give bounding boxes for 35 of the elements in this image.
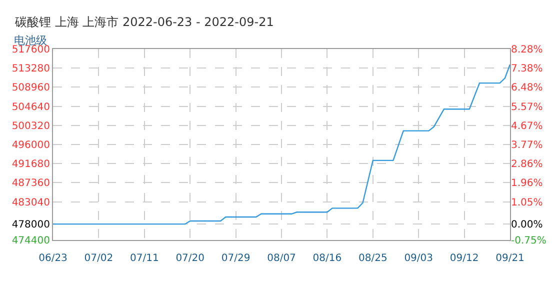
y-tick-label: 517600	[12, 44, 50, 56]
x-tick-label: 09/03	[404, 253, 434, 264]
y-tick-label: 500320	[12, 120, 50, 132]
y2-tick-label: 3.77%	[511, 140, 543, 151]
y-tick-label: 487360	[12, 178, 50, 190]
x-tick-label: 08/07	[267, 253, 296, 264]
y2-tick-label: 5.57%	[511, 102, 543, 113]
y-tick-label: 496000	[12, 140, 50, 151]
y2-tick-label: 1.05%	[511, 197, 543, 208]
x-tick-label: 07/20	[176, 253, 205, 264]
x-tick-label: 08/25	[358, 253, 388, 264]
y2-tick-label: 2.86%	[511, 159, 543, 170]
x-tick-label: 07/11	[130, 253, 159, 264]
y-tick-label: 483040	[12, 197, 50, 208]
y-tick-label: 478000	[12, 220, 50, 231]
x-tick-label: 07/02	[84, 253, 114, 264]
y2-tick-label: 0.00%	[511, 220, 543, 231]
x-tick-label: 07/29	[221, 253, 250, 264]
y-tick-label: 508960	[12, 82, 50, 94]
y2-tick-label: 8.28%	[511, 44, 543, 56]
x-tick-label: 09/12	[450, 253, 479, 264]
y2-tick-label: -0.75%	[511, 235, 546, 246]
y-tick-label: 491680	[12, 159, 50, 170]
y2-tick-label: 6.48%	[511, 82, 543, 94]
chart-title: 碳酸锂 上海 上海市 2022-06-23 - 2022-09-21	[14, 15, 274, 29]
line-series	[53, 64, 510, 225]
y-tick-label: 504640	[12, 102, 50, 113]
y-tick-label: 513280	[12, 64, 50, 75]
y2-tick-label: 7.38%	[511, 64, 543, 75]
x-tick-label: 08/16	[312, 253, 342, 264]
y2-tick-label: 4.67%	[511, 120, 543, 132]
x-tick-label: 09/21	[496, 253, 524, 264]
y-tick-label: 474400	[12, 236, 50, 246]
y2-tick-label: 1.96%	[511, 178, 543, 190]
x-tick-label: 06/23	[38, 253, 68, 264]
